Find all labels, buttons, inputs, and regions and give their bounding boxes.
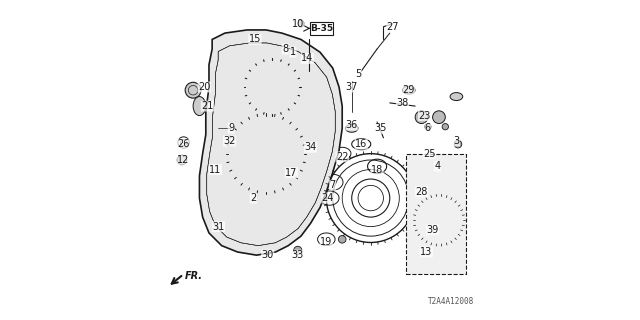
Text: 5: 5 [355, 69, 361, 79]
Text: 25: 25 [423, 149, 436, 159]
Text: 28: 28 [415, 187, 428, 197]
Circle shape [310, 140, 317, 148]
Circle shape [251, 197, 259, 205]
Text: 31: 31 [212, 222, 225, 232]
Circle shape [454, 188, 462, 196]
Text: 9: 9 [228, 123, 234, 133]
Text: 24: 24 [322, 193, 334, 203]
Text: 16: 16 [355, 139, 367, 149]
Text: 30: 30 [262, 250, 274, 260]
Circle shape [177, 155, 187, 165]
Ellipse shape [450, 92, 463, 100]
Ellipse shape [346, 124, 358, 132]
Circle shape [216, 219, 224, 228]
Circle shape [339, 236, 346, 243]
Text: 26: 26 [177, 139, 190, 149]
Text: 35: 35 [374, 123, 387, 133]
Text: 4: 4 [435, 161, 440, 171]
Text: 33: 33 [292, 250, 304, 260]
Circle shape [264, 246, 272, 254]
Text: 38: 38 [396, 98, 408, 108]
Text: 37: 37 [346, 82, 358, 92]
Circle shape [226, 136, 234, 143]
Circle shape [425, 124, 431, 130]
Polygon shape [200, 30, 342, 255]
Circle shape [294, 246, 302, 254]
Text: T2A4A12008: T2A4A12008 [428, 297, 474, 306]
Text: 19: 19 [320, 237, 332, 247]
Text: 2: 2 [250, 193, 257, 203]
Ellipse shape [403, 86, 415, 94]
Text: 17: 17 [285, 168, 298, 178]
Ellipse shape [271, 44, 280, 50]
Circle shape [415, 111, 428, 124]
Circle shape [185, 82, 201, 98]
Text: 29: 29 [403, 85, 415, 95]
Circle shape [418, 181, 426, 189]
Text: B-35: B-35 [310, 24, 333, 33]
Text: 10: 10 [292, 19, 304, 28]
Text: 18: 18 [371, 164, 383, 174]
Text: 6: 6 [425, 123, 431, 133]
Ellipse shape [298, 20, 304, 27]
Ellipse shape [286, 49, 294, 55]
Text: 7: 7 [330, 180, 336, 190]
Text: 32: 32 [223, 136, 236, 146]
Text: 21: 21 [201, 101, 214, 111]
Text: 15: 15 [249, 35, 261, 44]
Bar [406, 154, 466, 274]
Ellipse shape [193, 97, 206, 116]
Text: 27: 27 [387, 22, 399, 32]
Text: 1: 1 [290, 47, 296, 57]
Text: 23: 23 [419, 111, 431, 121]
Text: 12: 12 [177, 155, 190, 165]
Text: 14: 14 [301, 53, 314, 63]
Text: FR.: FR. [185, 271, 203, 281]
Circle shape [454, 236, 462, 243]
Text: 3: 3 [453, 136, 460, 146]
Text: 39: 39 [426, 225, 439, 235]
Circle shape [433, 111, 445, 124]
Circle shape [454, 140, 462, 148]
Text: 36: 36 [346, 120, 358, 130]
Circle shape [442, 124, 449, 130]
Bar [310, 22, 333, 35]
Text: 11: 11 [209, 164, 221, 174]
Text: 20: 20 [198, 82, 211, 92]
Text: 34: 34 [305, 142, 317, 152]
Text: 8: 8 [282, 44, 288, 54]
Text: 22: 22 [336, 152, 348, 162]
Circle shape [429, 231, 436, 238]
Text: 13: 13 [420, 247, 433, 257]
